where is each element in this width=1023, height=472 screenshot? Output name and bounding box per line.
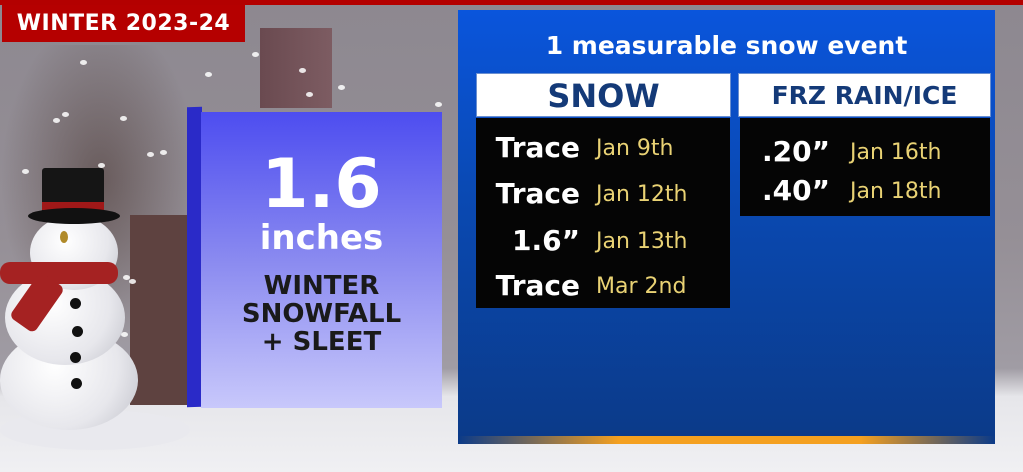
snow-amount: Trace	[495, 177, 580, 210]
snowflake	[61, 112, 69, 118]
table-row: Trace Jan 9th	[476, 128, 730, 168]
snowman-button	[71, 378, 82, 389]
season-banner: WINTER 2023-24	[2, 5, 245, 42]
snowflake	[299, 67, 307, 73]
carrot-nose	[60, 231, 68, 243]
snow-date: Jan 9th	[596, 136, 674, 161]
snowflake	[123, 274, 130, 280]
snowflake	[204, 72, 212, 78]
snowflake	[338, 84, 346, 90]
snow-amount: Trace	[495, 131, 580, 164]
freezing-rain-events-table: .20” Jan 16th .40” Jan 18th	[740, 118, 990, 216]
freezing-rain-header: FRZ RAIN/ICE	[738, 73, 991, 117]
table-row: .40” Jan 18th	[740, 171, 990, 211]
snow-date: Mar 2nd	[596, 274, 687, 299]
snowflake	[434, 101, 442, 107]
snow-amount: 1.6”	[511, 224, 580, 257]
ice-amount: .20”	[761, 135, 830, 168]
snowflake	[21, 168, 29, 174]
hat-brim	[28, 208, 120, 224]
ice-amount: .40”	[761, 174, 830, 207]
snowfall-total-value: 1.6	[261, 145, 382, 224]
snowfall-total-box: 1.6 inches WINTER SNOWFALL + SLEET	[201, 112, 442, 408]
snow-events-table: Trace Jan 9th Trace Jan 12th 1.6” Jan 13…	[476, 118, 730, 308]
ice-date: Jan 18th	[850, 179, 942, 204]
stat-label: + SLEET	[261, 327, 382, 357]
stat-label: SNOWFALL	[241, 299, 402, 329]
snowflake	[120, 116, 128, 121]
snowflake	[305, 92, 313, 98]
stat-label: WINTER	[263, 271, 380, 301]
snowflake	[147, 152, 155, 158]
snowflake	[160, 150, 168, 156]
panel-accent-bar	[458, 436, 995, 444]
snowfall-total-unit: inches	[259, 218, 384, 258]
snow-amount: Trace	[495, 269, 580, 302]
snowman-button	[72, 326, 83, 337]
scarf	[0, 262, 118, 284]
table-row: Trace Mar 2nd	[476, 266, 730, 306]
stat-box-side	[187, 106, 202, 408]
snow-header: SNOW	[476, 73, 731, 117]
ice-date: Jan 16th	[850, 140, 942, 165]
snowflake	[129, 279, 137, 285]
table-row: 1.6” Jan 13th	[476, 221, 730, 261]
snowflake	[121, 331, 129, 337]
snowflake	[80, 60, 88, 66]
snowman-button	[70, 298, 81, 309]
panel-title: 1 measurable snow event	[545, 31, 908, 60]
background-building	[260, 28, 332, 108]
background-building	[130, 215, 190, 405]
snowflake	[52, 118, 60, 124]
hat-band	[42, 202, 104, 210]
snow-date: Jan 13th	[596, 229, 688, 254]
snow-date: Jan 12th	[596, 182, 688, 207]
snowflake	[97, 163, 105, 169]
table-row: Trace Jan 12th	[476, 174, 730, 214]
snowman-button	[70, 352, 81, 363]
snowflake	[252, 52, 260, 58]
top-accent-line	[0, 0, 1023, 5]
table-row: .20” Jan 16th	[740, 132, 990, 172]
